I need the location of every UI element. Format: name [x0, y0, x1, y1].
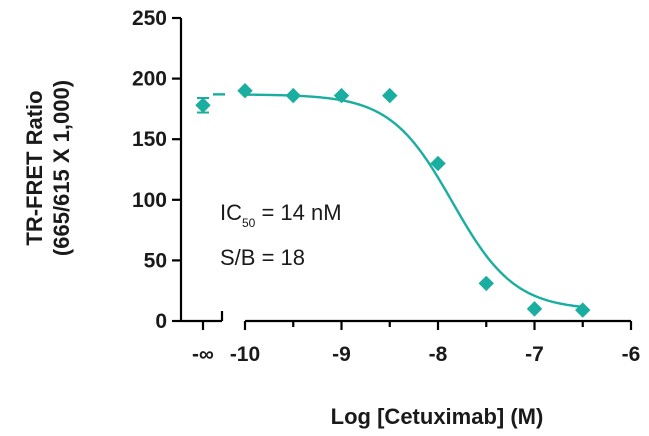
data-point: [333, 87, 350, 104]
data-point: [430, 155, 446, 172]
x-tick-label: -10: [230, 343, 260, 366]
data-point: [526, 301, 543, 317]
y-tick-label: 0: [155, 310, 167, 333]
x-tick-label: -6: [622, 343, 641, 366]
ic50-prefix: IC: [220, 200, 242, 225]
baseline-point: [195, 97, 211, 113]
data-points: [195, 83, 591, 318]
curve-layer: [213, 93, 583, 309]
y-tick-label: 250: [132, 7, 167, 30]
sb-annotation: S/B = 18: [220, 245, 305, 270]
x-tick-label: -8: [429, 343, 448, 366]
fit-curve: [244, 93, 583, 309]
data-point: [575, 302, 591, 318]
x-axis-title: Log [Cetuximab] (M): [331, 404, 544, 429]
ic50-value: = 14 nM: [255, 200, 341, 225]
x-tick-label: -7: [525, 343, 544, 366]
data-point: [237, 83, 253, 99]
data-point: [382, 87, 398, 104]
x-tick-label: -9: [332, 343, 351, 366]
y-axis-title-line2: (665/615 X 1,000): [49, 80, 74, 256]
y-axis-title-line1: TR-FRET Ratio: [22, 90, 47, 245]
x-tick-label-neg-infinity: -∞: [192, 343, 214, 366]
y-tick-label: 100: [132, 189, 167, 212]
data-point: [285, 87, 301, 104]
ic50-annotation: IC50 = 14 nM: [220, 200, 342, 230]
y-tick-label: 150: [132, 128, 167, 151]
ic50-subscript: 50: [242, 216, 256, 230]
y-tick-label: 50: [144, 249, 167, 272]
y-tick-label: 200: [132, 68, 167, 91]
axes: [179, 18, 631, 323]
data-point: [478, 275, 494, 292]
ticks: 0 50 100 150 200 250 -∞ -10 -9 -8 -7 -6: [132, 7, 640, 366]
